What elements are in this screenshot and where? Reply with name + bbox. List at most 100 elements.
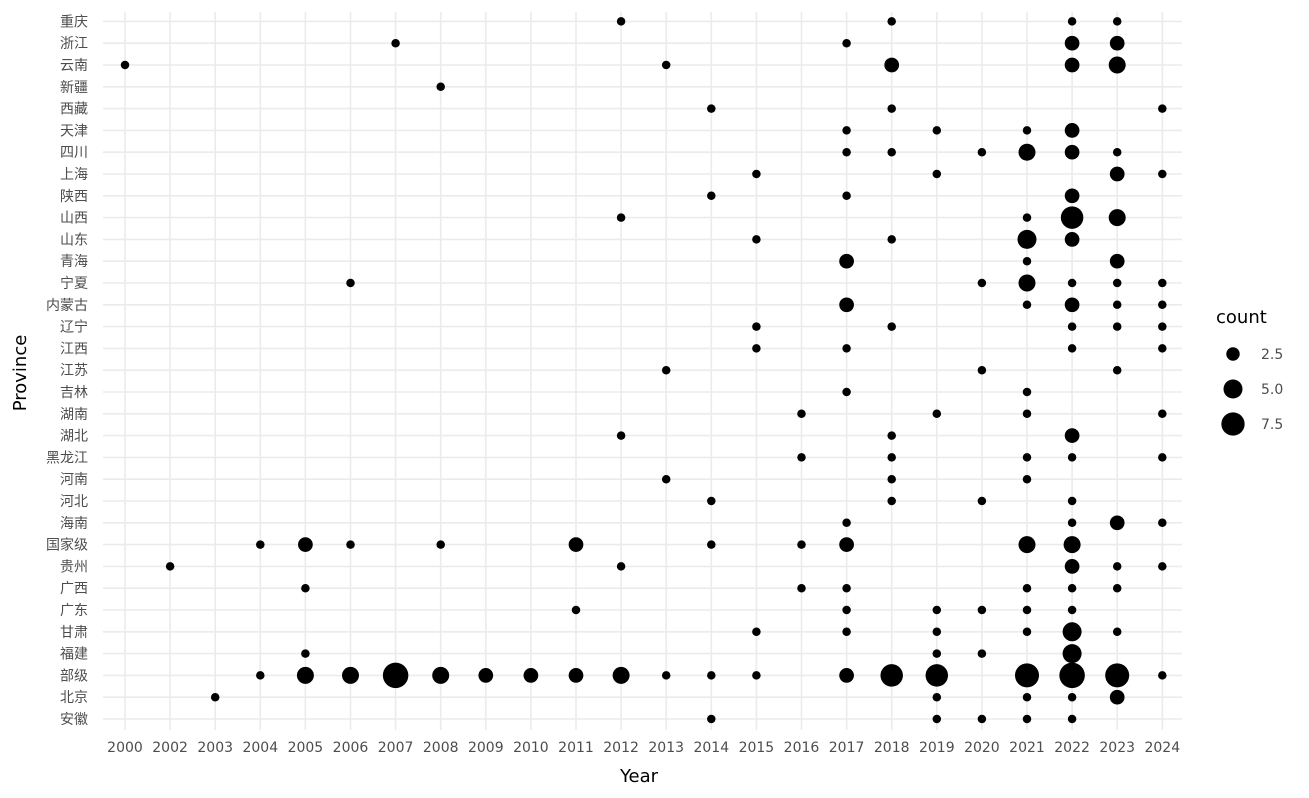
data-point [1064, 123, 1080, 138]
data-point [932, 126, 942, 135]
data-point [932, 649, 942, 658]
x-tick-label: 2008 [423, 740, 459, 756]
data-point [932, 692, 942, 702]
data-point [797, 583, 806, 593]
data-point [932, 627, 942, 637]
x-axis-ticks: 2000 2002 2003 2004 2005 2006 2007 2008 2009 2010… [107, 740, 1180, 756]
x-tick-label: 2021 [1009, 740, 1045, 756]
data-point [752, 235, 761, 244]
data-point [707, 191, 716, 201]
data-point [1112, 322, 1122, 331]
data-point [1064, 57, 1080, 73]
legend-label: 2.5 [1261, 347, 1283, 363]
data-point [120, 60, 130, 70]
data-point [1017, 229, 1037, 249]
data-point [1158, 169, 1167, 179]
data-point [932, 605, 942, 615]
data-point [707, 104, 716, 113]
data-point [661, 365, 671, 375]
data-point [1064, 297, 1080, 313]
x-tick-label: 2024 [1144, 740, 1180, 756]
x-tick-label: 2023 [1099, 740, 1135, 756]
data-point [1018, 143, 1036, 161]
data-point [1062, 622, 1082, 642]
data-point [1022, 126, 1032, 135]
size-legend: count 2.5 5.0 7.5 [1216, 307, 1283, 436]
data-point [977, 649, 987, 658]
data-point [977, 714, 987, 724]
data-point [1112, 365, 1122, 375]
data-point [1022, 387, 1032, 397]
x-tick-label: 2022 [1054, 740, 1090, 756]
data-point [887, 147, 896, 157]
y-tick-label: 天津 [60, 123, 88, 139]
y-tick-label: 上海 [60, 167, 88, 183]
x-tick-label: 2005 [288, 740, 324, 756]
y-tick-label: 福建 [60, 647, 88, 663]
data-point [1108, 56, 1126, 74]
data-point [661, 60, 671, 70]
data-point [797, 409, 806, 419]
x-tick-label: 2004 [242, 740, 278, 756]
data-point [1109, 253, 1125, 269]
grid-lines [103, 12, 1182, 730]
legend-key [1223, 379, 1243, 399]
data-point [842, 627, 851, 637]
data-point [1067, 714, 1077, 724]
data-point [436, 82, 445, 92]
data-point [1067, 322, 1077, 331]
data-point [707, 671, 716, 680]
data-point [1105, 663, 1130, 688]
data-point [571, 605, 581, 615]
data-point [1112, 147, 1122, 157]
data-point [1158, 671, 1167, 680]
data-point [842, 147, 851, 157]
data-point [887, 496, 896, 506]
x-tick-label: 2003 [197, 740, 233, 756]
data-point [1067, 496, 1077, 506]
legend-label: 5.0 [1261, 382, 1283, 398]
data-point [1067, 518, 1077, 528]
data-point [707, 714, 716, 724]
y-tick-label: 江西 [60, 341, 88, 357]
x-tick-label: 2014 [693, 740, 729, 756]
data-point [1109, 689, 1125, 705]
data-point [1064, 188, 1080, 204]
data-point [842, 126, 851, 135]
y-tick-label: 河北 [60, 494, 88, 510]
data-point [1022, 605, 1032, 615]
data-point [1158, 104, 1167, 113]
y-tick-label: 陕西 [60, 189, 88, 205]
data-point [1062, 644, 1082, 664]
data-point [616, 431, 626, 440]
data-point [568, 668, 584, 683]
data-point [1022, 583, 1032, 593]
data-point [707, 540, 716, 549]
data-point [1067, 453, 1077, 462]
x-tick-label: 2013 [648, 740, 684, 756]
data-point [616, 17, 626, 26]
data-point [1109, 515, 1125, 531]
data-point [977, 278, 987, 288]
y-tick-label: 国家级 [46, 537, 88, 554]
data-point [842, 605, 851, 615]
y-tick-label: 江苏 [60, 363, 88, 379]
data-point [842, 344, 851, 353]
data-point [1109, 166, 1125, 182]
data-point [1022, 213, 1032, 222]
data-point [210, 692, 220, 702]
data-point [1067, 583, 1077, 593]
y-axis-ticks: 安徽 北京 部级 福建 甘肃 广东 广西 贵州 国家级 海南 河北 河南 黑龙江 湖北 湖南 吉林 江苏 江西 辽宁… [46, 14, 88, 728]
legend-key [1221, 412, 1245, 436]
data-point [977, 147, 987, 157]
data-point [478, 668, 494, 683]
data-point [1112, 562, 1122, 571]
data-point [752, 169, 761, 179]
data-point [932, 409, 942, 419]
data-point [1067, 605, 1077, 615]
data-point [1014, 663, 1040, 688]
data-points [120, 17, 1167, 724]
data-point [1064, 35, 1080, 51]
data-point [661, 474, 671, 484]
data-point [842, 583, 851, 593]
